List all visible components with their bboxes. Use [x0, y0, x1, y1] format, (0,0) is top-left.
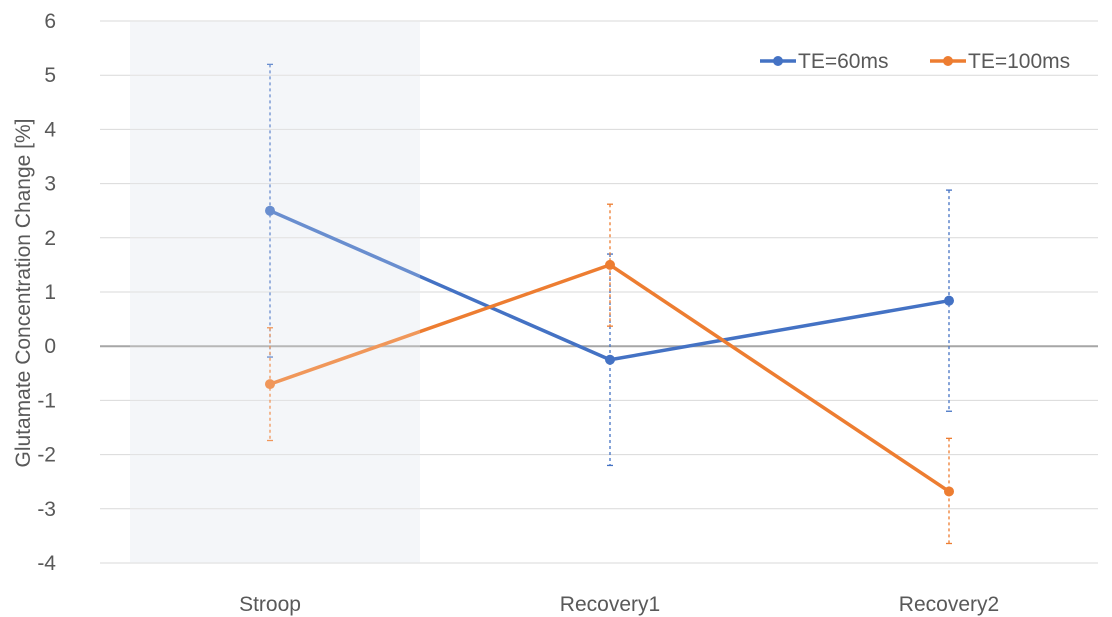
data-point	[265, 379, 275, 390]
y-axis-label: Glutamate Concentration Change [%]	[12, 118, 35, 467]
y-tick-label: -3	[37, 498, 56, 521]
data-point	[605, 259, 615, 270]
data-point	[944, 295, 954, 306]
y-tick-label: 2	[44, 227, 56, 250]
y-tick-label: 3	[44, 173, 56, 196]
highlight-overlay	[130, 21, 420, 563]
y-tick-label: -4	[37, 552, 56, 575]
x-tick-label: Stroop	[239, 593, 301, 616]
x-tick-label: Recovery2	[899, 593, 999, 616]
data-point	[265, 205, 275, 216]
legend-label: TE=60ms	[798, 50, 888, 73]
legend-marker	[943, 56, 953, 66]
legend-label: TE=100ms	[968, 50, 1070, 73]
y-tick-label: -2	[37, 444, 56, 467]
legend-marker	[773, 56, 783, 66]
y-tick-label: 5	[44, 64, 56, 87]
legend: TE=60ms TE=100ms	[760, 50, 1070, 73]
y-tick-label: 1	[44, 281, 56, 304]
y-tick-label: 4	[44, 118, 56, 141]
y-tick-label: 6	[44, 10, 56, 33]
y-tick-label: -1	[37, 389, 56, 412]
data-point	[605, 354, 615, 365]
x-tick-label: Recovery1	[560, 593, 660, 616]
y-tick-label: 0	[44, 335, 56, 358]
data-point	[944, 486, 954, 497]
